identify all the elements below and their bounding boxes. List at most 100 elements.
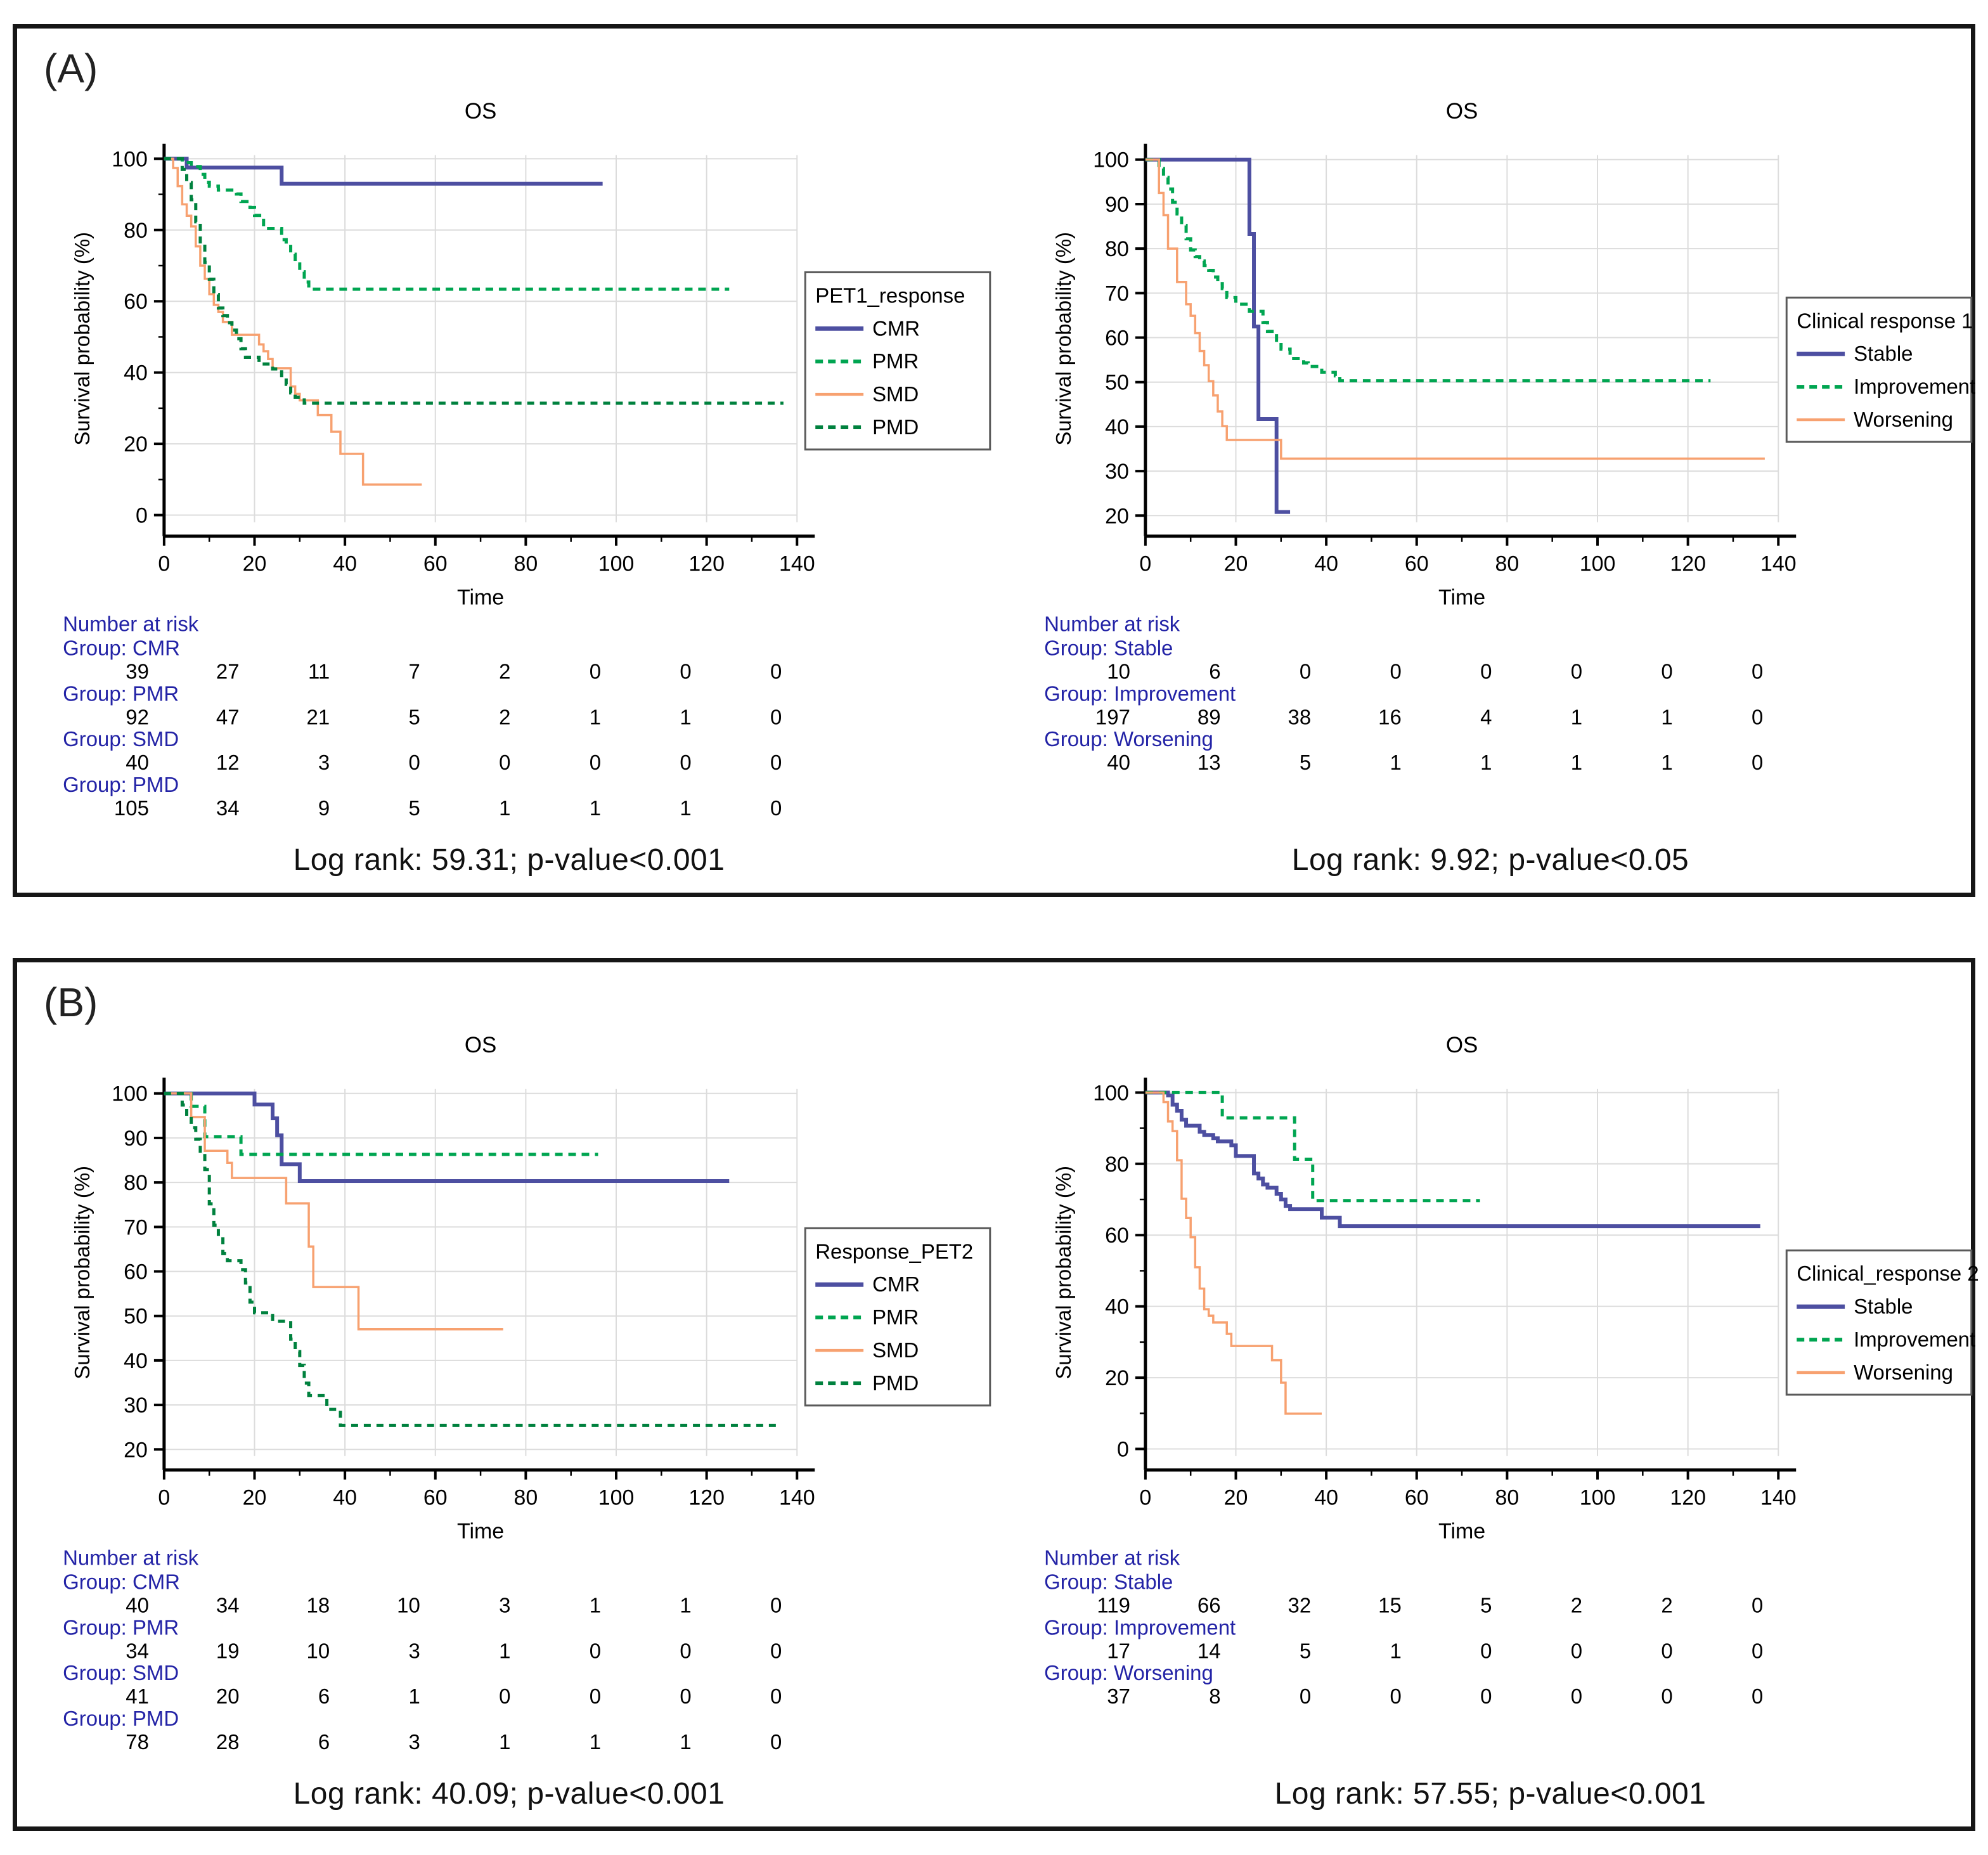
risk-count: 0 — [770, 705, 782, 728]
risk-count: 0 — [1480, 659, 1492, 683]
risk-count: 2 — [1571, 1593, 1582, 1617]
risk-count: 6 — [318, 1684, 330, 1708]
y-tick-label: 70 — [124, 1215, 148, 1239]
risk-count: 1 — [1390, 1639, 1401, 1662]
risk-count: 0 — [1571, 1684, 1582, 1708]
y-tick-label: 0 — [1117, 1438, 1129, 1462]
risk-count: 0 — [499, 1684, 510, 1708]
y-axis-label: Survival probability (%) — [70, 1166, 94, 1380]
legend-entry-label: PMD — [872, 1371, 919, 1395]
y-tick-label: 80 — [1105, 1153, 1129, 1177]
series-PMR-line — [164, 1092, 598, 1156]
risk-group-label: Group: CMR — [63, 636, 180, 659]
x-tick-label: 0 — [158, 552, 170, 576]
series-Worsening-line — [1145, 1091, 1322, 1415]
risk-count: 17 — [1107, 1639, 1130, 1662]
logrank-text: Log rank: 9.92; p-value<0.05 — [1291, 843, 1689, 877]
y-tick-label: 60 — [1105, 1224, 1129, 1248]
risk-count: 1 — [1390, 751, 1401, 774]
risk-count: 0 — [680, 1639, 691, 1662]
risk-count: 11 — [308, 659, 330, 683]
risk-count: 20 — [216, 1684, 240, 1708]
risk-count: 0 — [770, 751, 782, 774]
risk-count: 39 — [126, 659, 149, 683]
risk-group-label: Group: SMD — [63, 727, 179, 751]
legend-box — [1785, 1249, 1973, 1396]
x-tick-label: 20 — [1224, 552, 1248, 576]
risk-count: 8 — [1209, 1684, 1220, 1708]
y-tick-label: 100 — [1093, 148, 1129, 172]
risk-count: 2 — [1661, 1593, 1672, 1617]
risk-count: 0 — [1752, 1684, 1763, 1708]
legend-entry-label: SMD — [872, 1338, 919, 1362]
x-tick-label: 120 — [1670, 1486, 1706, 1510]
risk-count: 1 — [1571, 751, 1582, 774]
risk-count: 18 — [307, 1593, 330, 1617]
series-Worsening-line — [1145, 158, 1765, 460]
risk-count: 40 — [126, 751, 149, 774]
risk-table-header: Number at risk — [63, 612, 199, 636]
series-PMD-line — [164, 1092, 779, 1427]
risk-count: 2 — [499, 705, 510, 728]
y-tick-label: 100 — [112, 1082, 148, 1106]
risk-group-label: Group: Worsening — [1044, 727, 1213, 751]
risk-count: 7 — [408, 659, 420, 683]
risk-group-label: Group: Stable — [1044, 636, 1173, 659]
risk-count: 1 — [1661, 705, 1672, 728]
x-tick-label: 120 — [688, 552, 725, 576]
y-axis-label: Survival probability (%) — [70, 232, 94, 446]
y-tick-label: 20 — [124, 432, 148, 456]
x-tick-label: 0 — [1139, 552, 1151, 576]
legend-entry-label: CMR — [872, 316, 920, 340]
x-tick-label: 100 — [598, 1486, 635, 1510]
y-tick-label: 100 — [1093, 1081, 1129, 1105]
y-tick-label: 30 — [1105, 460, 1129, 484]
risk-count: 1 — [590, 1593, 601, 1617]
risk-count: 0 — [1390, 659, 1401, 683]
y-tick-label: 60 — [124, 1260, 148, 1284]
risk-count: 3 — [499, 1593, 510, 1617]
x-tick-label: 40 — [1314, 1486, 1338, 1510]
series-PMR-line — [164, 157, 730, 291]
series-Stable-line — [1145, 157, 1291, 514]
risk-count: 1 — [499, 1639, 510, 1662]
risk-count: 10 — [307, 1639, 330, 1662]
legend-box — [804, 1227, 991, 1407]
risk-count: 28 — [216, 1730, 240, 1754]
panel-b: (B) 20 30 40 50 60 70 80 90 100 0 20 40 60 80 100 120 14… — [13, 958, 1979, 1831]
km-chart-pet1-response: 0 20 40 60 80 100 0 20 40 60 80 100 120 140 OS Time Surv… — [18, 48, 1000, 884]
risk-count: 4 — [1480, 705, 1492, 728]
risk-group-label: Group: PMR — [63, 682, 179, 705]
risk-count: 0 — [1752, 659, 1763, 683]
risk-group-label: Group: Improvement — [1044, 682, 1236, 705]
risk-count: 12 — [216, 751, 240, 774]
risk-count: 10 — [1107, 659, 1130, 683]
y-tick-label: 90 — [1105, 193, 1129, 217]
chart-title: OS — [465, 99, 496, 124]
y-tick-label: 60 — [124, 290, 148, 314]
x-tick-label: 120 — [688, 1486, 725, 1510]
y-tick-label: 20 — [1105, 504, 1129, 528]
risk-group-label: Group: PMD — [63, 1707, 179, 1730]
risk-count: 0 — [770, 659, 782, 683]
risk-count: 1 — [408, 1684, 420, 1708]
series-Improvement-line — [1145, 1090, 1480, 1203]
y-tick-label: 40 — [1105, 415, 1129, 439]
risk-count: 0 — [590, 751, 601, 774]
risk-count: 0 — [1752, 1639, 1763, 1662]
x-tick-label: 140 — [779, 552, 815, 576]
risk-count: 27 — [216, 659, 240, 683]
logrank-text: Log rank: 57.55; p-value<0.001 — [1274, 1777, 1707, 1811]
risk-count: 16 — [1378, 705, 1402, 728]
x-tick-label: 100 — [598, 552, 635, 576]
risk-count: 37 — [1107, 1684, 1130, 1708]
km-chart-response-pet2: 20 30 40 50 60 70 80 90 100 0 20 40 60 80 100 120 140 OS T… — [18, 981, 1000, 1818]
risk-count: 0 — [408, 751, 420, 774]
risk-count: 0 — [1752, 751, 1763, 774]
logrank-text: Log rank: 59.31; p-value<0.001 — [293, 843, 725, 877]
risk-count: 5 — [408, 796, 420, 820]
y-tick-label: 80 — [1105, 237, 1129, 261]
series-SMD-line — [164, 1092, 503, 1331]
